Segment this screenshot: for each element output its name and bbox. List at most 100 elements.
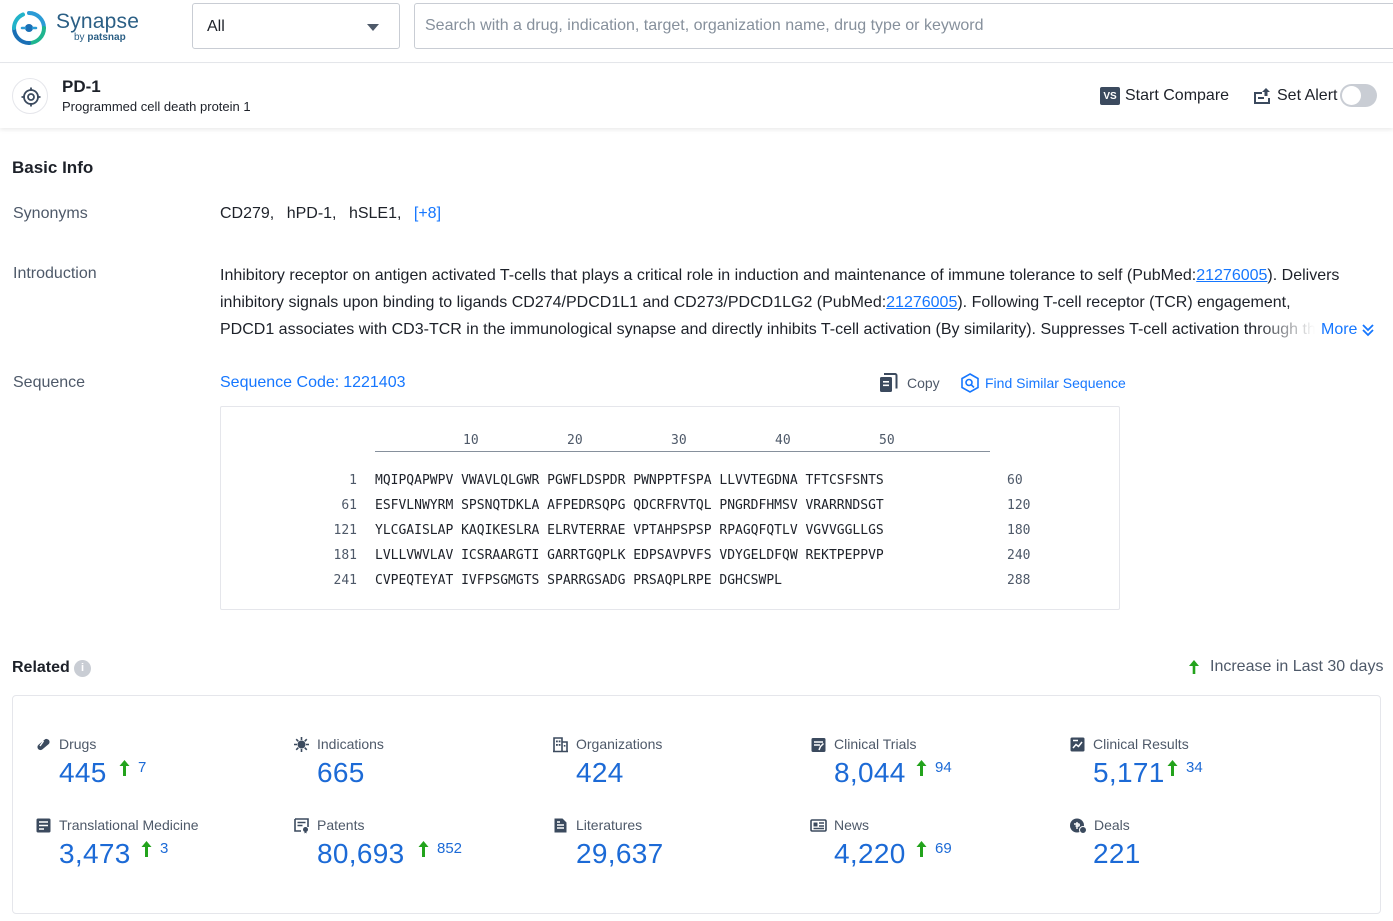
- document-icon: [552, 817, 569, 834]
- intro-text-part: Inhibitory receptor on antigen activated…: [220, 267, 1196, 284]
- target-full-name: Programmed cell death protein 1: [62, 99, 251, 114]
- set-alert-label: Set Alert: [1277, 87, 1337, 105]
- metric-increase-value: 34: [1186, 759, 1203, 776]
- synapse-logo-icon: [11, 10, 47, 46]
- row-start-index: 181: [317, 548, 357, 563]
- row-start-index: 121: [317, 523, 357, 538]
- introduction-label: Introduction: [13, 265, 97, 283]
- virus-icon: [293, 736, 310, 753]
- arrow-up-icon: [418, 840, 429, 858]
- metric-indications[interactable]: Indications 665: [293, 735, 543, 805]
- target-title: PD-1: [62, 77, 101, 97]
- synonyms-more-link[interactable]: [+8]: [414, 205, 441, 222]
- find-similar-sequence-button[interactable]: Find Similar Sequence: [960, 373, 1126, 393]
- copy-sequence-button[interactable]: Copy: [879, 373, 940, 393]
- metric-organizations[interactable]: Organizations 424: [552, 735, 802, 805]
- ruler-tick: 20: [567, 433, 583, 448]
- intro-fade: [1255, 316, 1315, 343]
- metric-drugs[interactable]: Drugs 445 7: [35, 735, 285, 805]
- arrow-up-icon: [916, 840, 927, 858]
- ruler-tick: 50: [879, 433, 895, 448]
- metric-increase: 7: [119, 757, 146, 777]
- metric-header: Translational Medicine: [35, 816, 199, 834]
- arrow-up-icon: [916, 759, 927, 777]
- info-icon[interactable]: i: [74, 660, 91, 677]
- row-end-index: 240: [1007, 548, 1030, 563]
- metric-translational-medicine[interactable]: Translational Medicine 3,473 3: [35, 816, 285, 886]
- find-similar-label: Find Similar Sequence: [985, 375, 1126, 391]
- copy-label: Copy: [907, 375, 940, 391]
- building-icon: [552, 736, 569, 753]
- chart-doc-icon: [1069, 736, 1086, 753]
- metric-label: Translational Medicine: [59, 817, 199, 833]
- metric-clinical-trials[interactable]: Clinical Trials 8,044 94: [810, 735, 1060, 805]
- synonym-item: hPD-1,: [287, 205, 337, 222]
- metric-header: Clinical Trials: [810, 735, 916, 753]
- caret-down-icon: [367, 24, 379, 31]
- app-name: Synapse: [56, 10, 139, 34]
- search-scope-select[interactable]: All: [192, 3, 400, 49]
- metric-patents[interactable]: Patents 80,693 852: [293, 816, 543, 886]
- metric-label: Literatures: [576, 817, 642, 833]
- synonym-item: CD279,: [220, 205, 274, 222]
- synonyms-list: CD279, hPD-1, hSLE1, [+8]: [220, 205, 441, 223]
- patent-icon: [293, 817, 310, 834]
- row-residues: ESFVLNWYRM SPSNQTDKLA AFPEDRSQPG QDCRFRV…: [375, 498, 884, 513]
- pubmed-link[interactable]: 21276005: [886, 294, 957, 311]
- sequence-code-label: Sequence Code:: [220, 374, 339, 391]
- set-alert-toggle[interactable]: [1340, 84, 1377, 107]
- metric-increase-value: 69: [935, 840, 952, 857]
- start-compare-button[interactable]: VS Start Compare: [1100, 85, 1229, 107]
- row-start-index: 1: [317, 473, 357, 488]
- byline-brand: patsnap: [87, 32, 125, 43]
- metric-value: 8,044: [834, 757, 906, 789]
- metric-header: Patents: [293, 816, 364, 834]
- row-start-index: 61: [317, 498, 357, 513]
- intro-more-button[interactable]: More: [1315, 316, 1375, 343]
- metric-literatures[interactable]: Literatures 29,637: [552, 816, 802, 886]
- set-alert-button[interactable]: Set Alert: [1252, 85, 1337, 107]
- metric-clinical-results[interactable]: Clinical Results 5,171 34: [1069, 735, 1319, 805]
- pill-icon: [35, 736, 52, 753]
- metric-label: Organizations: [576, 736, 662, 752]
- sequence-row: 181 LVLLVWVLAV ICSRAARGTI GARRTGQPLK EDP…: [221, 548, 1121, 568]
- sequence-row: 241 CVPEQTEYAT IVFPSGMGTS SPARRGSADG PRS…: [221, 573, 1121, 593]
- metric-increase: 3: [141, 838, 168, 858]
- top-bar: Synapse by patsnap All: [0, 0, 1393, 63]
- app-byline: by patsnap: [74, 32, 126, 43]
- sequence-row: 1 MQIPQAPWPV VWAVLQLGWR PGWFLDSPDR PWNPP…: [221, 473, 1121, 493]
- metric-label: Clinical Results: [1093, 736, 1189, 752]
- compare-vs-icon: VS: [1100, 87, 1120, 105]
- target-header: PD-1 Programmed cell death protein 1 VS …: [0, 64, 1393, 128]
- synonym-item: hSLE1,: [349, 205, 401, 222]
- metric-increase-value: 94: [935, 759, 952, 776]
- metric-header: News: [810, 816, 869, 834]
- metric-increase: 852: [418, 838, 462, 858]
- metric-value: 221: [1093, 838, 1141, 870]
- metric-label: Clinical Trials: [834, 736, 916, 752]
- metric-value: 80,693: [317, 838, 404, 870]
- row-residues: MQIPQAPWPV VWAVLQLGWR PGWFLDSPDR PWNPPTF…: [375, 473, 884, 488]
- ruler-tick: 40: [775, 433, 791, 448]
- metric-value: 445: [59, 757, 107, 789]
- synapse-logo[interactable]: Synapse by patsnap: [11, 9, 151, 49]
- metric-deals[interactable]: Deals 221: [1069, 816, 1319, 886]
- search-input[interactable]: [414, 3, 1393, 49]
- metric-header: Clinical Results: [1069, 735, 1189, 753]
- row-end-index: 180: [1007, 523, 1030, 538]
- metric-label: Patents: [317, 817, 364, 833]
- metric-header: Organizations: [552, 735, 662, 753]
- related-stats-card: Drugs 445 7 Indications 665 Organiz: [12, 695, 1381, 914]
- metric-news[interactable]: News 4,220 69: [810, 816, 1060, 886]
- ruler-tick: 30: [671, 433, 687, 448]
- metric-label: Deals: [1094, 817, 1130, 833]
- metric-header: Deals: [1069, 816, 1130, 834]
- copy-icon: [879, 373, 899, 393]
- arrow-up-icon: [141, 840, 152, 858]
- sequence-code-link[interactable]: Sequence Code:1221403: [220, 374, 406, 392]
- find-similar-icon: [960, 373, 980, 393]
- pubmed-link[interactable]: 21276005: [1196, 267, 1267, 284]
- metric-value: 424: [576, 757, 624, 789]
- sequence-label: Sequence: [13, 374, 85, 392]
- row-end-index: 288: [1007, 573, 1030, 588]
